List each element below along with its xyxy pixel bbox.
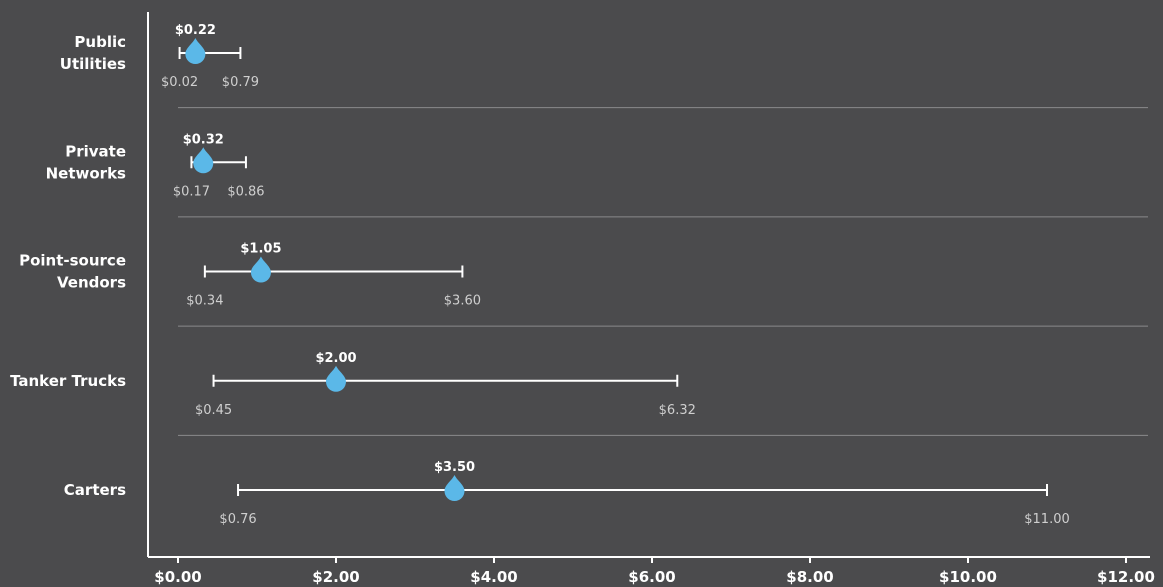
category-label-1-1: Networks — [46, 164, 126, 182]
low-value-label-3: $0.45 — [195, 403, 232, 418]
row-2: Point-source Vendors $1.05 $0.34 $3.60 — [19, 242, 481, 309]
high-value-label-4: $11.00 — [1024, 512, 1070, 527]
x-tick-label-4: $8.00 — [786, 568, 833, 586]
axes: $0.00 $2.00 $4.00 $6.00 $8.00 $10.00 $12.00 — [147, 12, 1155, 586]
x-tick-label-2: $4.00 — [470, 568, 517, 586]
category-label-1-0: Private — [65, 142, 126, 160]
mid-value-label-1: $0.32 — [183, 132, 224, 147]
water-drop-icon-1 — [193, 147, 214, 174]
mid-value-label-3: $2.00 — [315, 351, 356, 366]
low-value-label-1: $0.17 — [173, 184, 210, 199]
row-3: Tanker Trucks $2.00 $0.45 $6.32 — [10, 351, 696, 418]
water-drop-icon-2 — [250, 256, 271, 283]
mid-value-label-0: $0.22 — [175, 23, 216, 38]
water-drop-icon-0 — [185, 38, 206, 64]
x-tick-label-1: $2.00 — [312, 568, 359, 586]
low-value-label-4: $0.76 — [219, 512, 256, 527]
data-rows: Public Utilities $0.22 $0.02 $0.79 Private Net… — [10, 23, 1070, 527]
x-tick-label-0: $0.00 — [154, 568, 201, 586]
category-label-2-1: Vendors — [57, 274, 126, 292]
high-value-label-3: $6.32 — [659, 403, 696, 418]
mid-value-label-2: $1.05 — [240, 242, 281, 257]
row-0: Public Utilities $0.22 $0.02 $0.79 — [60, 23, 259, 90]
x-tick-label-5: $10.00 — [939, 568, 997, 586]
category-label-0-0: Public — [74, 33, 126, 51]
x-tick-label-6: $12.00 — [1097, 568, 1155, 586]
row-1: Private Networks $0.32 $0.17 $0.86 — [46, 132, 265, 199]
low-value-label-0: $0.02 — [161, 75, 198, 90]
low-value-label-2: $0.34 — [186, 294, 223, 309]
water-drop-icon-3 — [326, 365, 346, 392]
category-label-2-0: Point-source — [19, 252, 126, 270]
category-label-0-1: Utilities — [60, 55, 126, 73]
mid-value-label-4: $3.50 — [434, 460, 475, 475]
row-separators — [178, 107, 1148, 436]
category-label-4-0: Carters — [64, 481, 126, 499]
high-value-label-2: $3.60 — [444, 294, 481, 309]
category-label-3-0: Tanker Trucks — [10, 372, 126, 390]
high-value-label-1: $0.86 — [227, 184, 264, 199]
water-drop-icon-4 — [444, 475, 465, 502]
high-value-label-0: $0.79 — [222, 75, 259, 90]
x-tick-label-3: $6.00 — [628, 568, 675, 586]
row-4: Carters $3.50 $0.76 $11.00 — [64, 460, 1070, 527]
